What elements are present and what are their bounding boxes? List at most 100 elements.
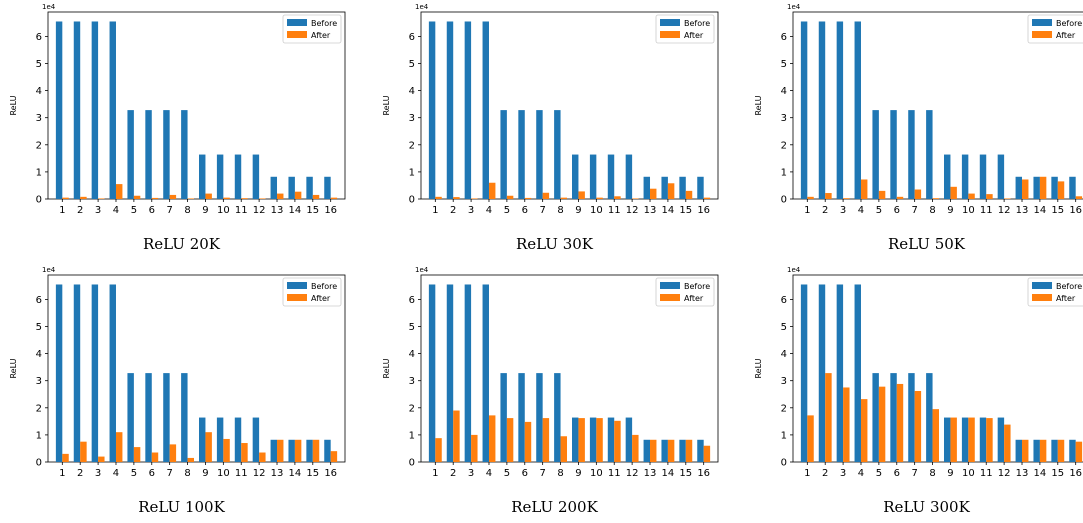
x-tick-label: 11	[980, 468, 993, 479]
bar-before	[818, 21, 826, 200]
bar-after	[133, 447, 141, 462]
legend-swatch-after	[287, 31, 307, 38]
bar-before	[890, 373, 897, 462]
y-tick-label: 2	[781, 403, 787, 414]
bar-before	[536, 110, 543, 199]
bar-after	[241, 443, 248, 462]
y-tick-label: 6	[409, 295, 415, 306]
y-tick-label: 4	[409, 349, 415, 360]
bar-after	[1004, 424, 1011, 462]
bar-before	[997, 154, 1005, 199]
bar-before	[73, 284, 81, 462]
x-tick-label: 12	[998, 205, 1011, 216]
legend-swatch-after	[287, 294, 307, 301]
y-tick-label: 3	[409, 376, 415, 387]
y-tick-label: 6	[781, 295, 787, 306]
legend-swatch-before	[1032, 19, 1052, 26]
bar-before	[926, 110, 933, 199]
bar-before	[464, 284, 472, 462]
x-tick-label: 14	[1034, 468, 1047, 479]
legend-swatch-after	[1032, 294, 1052, 301]
bar-after	[843, 198, 850, 199]
legend-label: After	[684, 31, 704, 40]
bar-before	[500, 373, 507, 462]
x-tick-label: 16	[1069, 468, 1082, 479]
bar-before	[216, 154, 224, 199]
y-tick-label: 4	[36, 86, 42, 97]
x-tick-label: 15	[1051, 205, 1064, 216]
bar-before	[428, 21, 436, 200]
x-tick-label: 6	[149, 205, 155, 216]
x-tick-label: 4	[486, 205, 492, 216]
x-tick-label: 10	[962, 205, 975, 216]
bar-before	[1051, 439, 1058, 462]
plot-frame	[47, 274, 346, 463]
bar-after	[632, 198, 639, 199]
bar-before	[464, 21, 472, 200]
x-tick-label: 8	[184, 468, 190, 479]
bar-before	[145, 373, 152, 462]
plot-frame	[420, 274, 719, 463]
legend-label: Before	[311, 19, 337, 28]
chart-panel: 1e4 0 1 2 3 4 5 6 ReLU 1 2 3 4 5 6 7 8 9 10 11 12 13 14 15 16 Bef…	[4, 2, 359, 253]
bar-after	[807, 196, 814, 199]
bar-before	[55, 284, 63, 462]
x-tick-label: 11	[608, 468, 621, 479]
legend-label: After	[311, 31, 331, 40]
bar-after	[1075, 441, 1083, 462]
legend-label: Before	[311, 282, 337, 291]
bar-after	[1057, 181, 1065, 199]
x-tick-label: 1	[804, 205, 810, 216]
bar-after	[968, 417, 975, 462]
x-tick-label: 16	[324, 468, 337, 479]
x-tick-label: 15	[679, 468, 692, 479]
bar-after	[650, 188, 657, 199]
bar-after	[506, 195, 514, 199]
x-tick-label: 8	[557, 468, 563, 479]
x-tick-label: 4	[113, 205, 119, 216]
y-tick-label: 5	[409, 322, 415, 333]
bar-before	[234, 417, 242, 462]
bar-before	[1069, 176, 1076, 199]
bar-after	[703, 197, 711, 199]
x-tick-label: 3	[840, 205, 846, 216]
bar-after	[1022, 439, 1029, 462]
x-tick-label: 13	[271, 205, 284, 216]
bar-after	[703, 445, 711, 462]
x-tick-label: 10	[217, 205, 230, 216]
bar-before	[979, 417, 987, 462]
bar-before	[872, 110, 879, 199]
bar-before	[572, 154, 579, 199]
x-tick-label: 6	[149, 468, 155, 479]
bar-before	[324, 176, 331, 199]
x-tick-label: 11	[235, 205, 248, 216]
x-tick-label: 13	[1016, 205, 1029, 216]
bar-after	[950, 186, 957, 199]
bar-after	[596, 418, 603, 462]
bar-after	[506, 418, 514, 462]
legend-swatch-before	[660, 19, 680, 26]
x-tick-label: 11	[980, 205, 993, 216]
bar-before	[554, 373, 561, 462]
x-tick-label: 9	[202, 205, 208, 216]
x-tick-label: 10	[217, 468, 230, 479]
x-tick-label: 5	[504, 205, 510, 216]
legend-swatch-after	[660, 294, 680, 301]
y-tick-label: 1	[36, 167, 42, 178]
x-tick-label: 7	[166, 468, 172, 479]
legend-swatch-after	[1032, 31, 1052, 38]
bar-before	[163, 110, 170, 199]
bar-after	[259, 452, 266, 462]
bar-after	[896, 383, 904, 462]
y-tick-label: 1	[36, 430, 42, 441]
y-tick-label: 6	[781, 32, 787, 43]
bar-before	[252, 417, 260, 462]
x-tick-label: 10	[590, 205, 603, 216]
bar-before	[199, 417, 206, 462]
x-tick-label: 9	[202, 468, 208, 479]
bar-after	[1022, 179, 1029, 199]
bar-before	[234, 154, 242, 199]
